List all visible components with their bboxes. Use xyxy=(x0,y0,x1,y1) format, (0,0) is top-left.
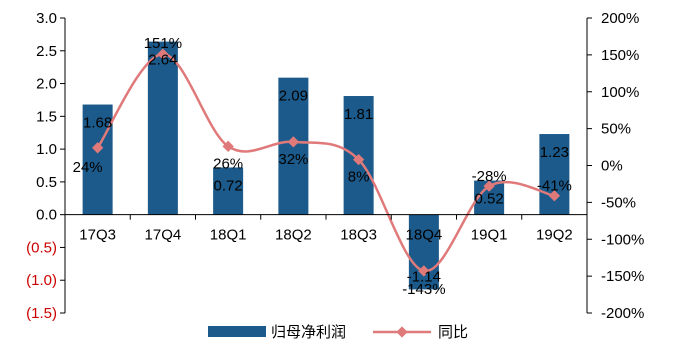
category-label-19Q1: 19Q1 xyxy=(471,227,508,244)
left-tick-label: 1.5 xyxy=(36,108,57,125)
left-tick-label: 0.0 xyxy=(36,207,57,224)
bar-value-label: 1.23 xyxy=(540,144,569,161)
right-tick-label: -150% xyxy=(601,268,644,285)
right-tick-label: 50% xyxy=(601,121,631,138)
category-label-18Q4: 18Q4 xyxy=(406,227,443,244)
right-tick-label: -100% xyxy=(601,231,644,248)
yoy-point-18Q2 xyxy=(287,136,300,148)
category-label-17Q4: 17Q4 xyxy=(145,227,182,244)
left-tick-label: (1.5) xyxy=(26,305,57,322)
yoy-value-label: 24% xyxy=(73,159,103,176)
bar-value-label: 0.52 xyxy=(475,191,504,208)
bar-value-label: 1.68 xyxy=(83,115,112,132)
bar-18Q1 xyxy=(213,167,244,215)
right-tick-label: 200% xyxy=(601,10,639,27)
legend-label-bar: 归母净利润 xyxy=(271,324,346,341)
category-label-17Q3: 17Q3 xyxy=(79,227,116,244)
category-label-18Q2: 18Q2 xyxy=(275,227,312,244)
axes: 3.0 2.5 2.0 1.5 1.0 0.5 0.0 (0.5) (1.0) (1.5) 200%… xyxy=(26,10,644,322)
data-labels: 1.68 2.64 0.72 2.09 1.81 -1.14 0.52 1.23 24% 151%… xyxy=(73,35,572,298)
yoy-point-17Q4 xyxy=(157,48,169,60)
bar-value-label: -1.14 xyxy=(407,268,441,285)
yoy-point-18Q1 xyxy=(222,140,234,152)
legend-swatch-bar xyxy=(208,326,266,337)
yoy-value-label: 32% xyxy=(278,151,308,168)
category-label-18Q1: 18Q1 xyxy=(210,227,247,244)
legend: 归母净利润 同比 xyxy=(208,324,468,341)
yoy-point-18Q3 xyxy=(352,153,365,166)
legend-swatch-marker xyxy=(396,326,408,338)
yoy-value-label: 8% xyxy=(348,169,370,186)
left-tick-label: (0.5) xyxy=(26,239,57,256)
legend-label-line: 同比 xyxy=(438,324,468,341)
yoy-value-label: 151% xyxy=(144,35,182,52)
right-tick-label: 150% xyxy=(601,47,639,64)
yoy-value-label: -143% xyxy=(402,281,445,298)
bar-value-label: 2.64 xyxy=(148,52,177,69)
category-label-19Q2: 19Q2 xyxy=(536,227,573,244)
left-tick-label: 2.0 xyxy=(36,76,57,93)
line-series xyxy=(91,48,561,277)
bar-17Q3 xyxy=(82,104,113,215)
category-label-18Q3: 18Q3 xyxy=(340,227,377,244)
left-tick-label: 3.0 xyxy=(36,10,57,27)
bar-series xyxy=(82,41,570,290)
right-tick-label: 0% xyxy=(601,158,623,175)
left-tick-label: 2.5 xyxy=(36,43,57,60)
yoy-point-18Q4 xyxy=(418,265,430,277)
yoy-value-label: -28% xyxy=(472,168,507,185)
bar-18Q4 xyxy=(408,214,439,290)
bar-value-label: 0.72 xyxy=(214,177,243,194)
bar-value-label: 1.81 xyxy=(344,106,373,123)
yoy-value-label: -41% xyxy=(537,178,572,195)
right-tick-label: -200% xyxy=(601,305,644,322)
yoy-point-19Q1 xyxy=(483,180,495,192)
right-tick-label: 100% xyxy=(601,84,639,101)
yoy-value-label: 26% xyxy=(213,155,243,172)
left-tick-label: 1.0 xyxy=(36,141,57,158)
bar-value-label: 2.09 xyxy=(279,88,308,105)
left-tick-label: (1.0) xyxy=(26,272,57,289)
bar-17Q4 xyxy=(147,41,178,215)
left-tick-label: 0.5 xyxy=(36,174,57,191)
right-tick-label: -50% xyxy=(601,194,636,211)
yoy-point-19Q2 xyxy=(548,190,561,202)
